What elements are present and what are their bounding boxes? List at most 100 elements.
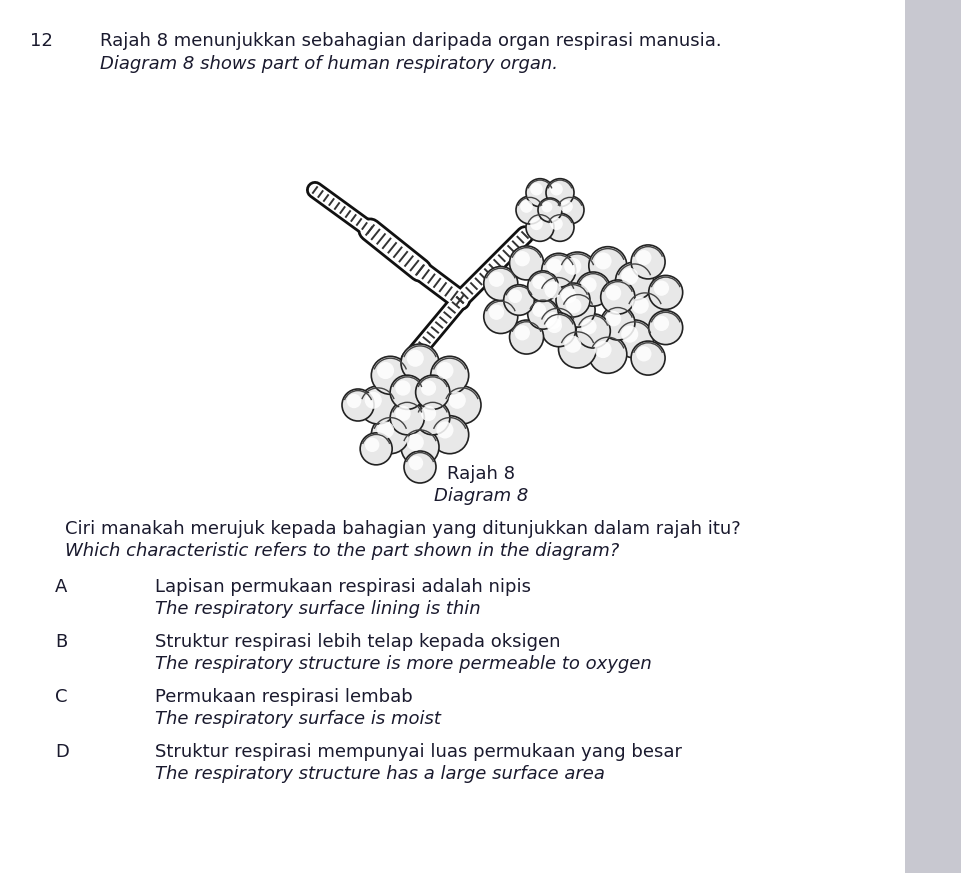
Circle shape	[653, 316, 669, 331]
Circle shape	[594, 341, 611, 358]
Circle shape	[559, 200, 572, 213]
Circle shape	[404, 451, 435, 483]
Circle shape	[541, 253, 575, 287]
Circle shape	[528, 271, 557, 301]
Circle shape	[546, 318, 561, 333]
Circle shape	[407, 350, 424, 367]
Circle shape	[635, 250, 651, 265]
Circle shape	[560, 293, 595, 327]
Circle shape	[401, 344, 438, 382]
Text: D: D	[55, 743, 69, 761]
Circle shape	[407, 434, 424, 450]
Circle shape	[377, 422, 394, 438]
Bar	[904, 0, 961, 873]
Circle shape	[546, 258, 561, 274]
Circle shape	[509, 246, 543, 280]
Text: Struktur respirasi lebih telap kepada oksigen: Struktur respirasi lebih telap kepada ok…	[155, 633, 560, 651]
Circle shape	[415, 375, 450, 409]
Text: The respiratory structure is more permeable to oxygen: The respiratory structure is more permea…	[155, 655, 651, 673]
Circle shape	[483, 299, 517, 333]
Circle shape	[653, 280, 669, 296]
Text: The respiratory surface lining is thin: The respiratory surface lining is thin	[155, 600, 480, 618]
Text: B: B	[55, 633, 67, 651]
Circle shape	[635, 347, 651, 361]
Circle shape	[364, 392, 382, 409]
Circle shape	[558, 330, 596, 368]
Circle shape	[580, 277, 596, 292]
Circle shape	[615, 262, 653, 300]
Circle shape	[531, 276, 546, 289]
Circle shape	[520, 200, 532, 213]
Circle shape	[526, 179, 554, 207]
Circle shape	[546, 179, 574, 207]
Circle shape	[358, 386, 397, 424]
Circle shape	[377, 362, 394, 379]
Circle shape	[544, 312, 561, 329]
Circle shape	[442, 386, 480, 424]
Circle shape	[600, 306, 634, 340]
Circle shape	[600, 280, 634, 314]
Text: The respiratory surface is moist: The respiratory surface is moist	[155, 710, 440, 728]
Circle shape	[630, 341, 664, 375]
Circle shape	[631, 297, 648, 313]
Circle shape	[615, 320, 653, 358]
Circle shape	[488, 305, 504, 320]
Circle shape	[530, 217, 542, 230]
Circle shape	[488, 272, 504, 287]
Circle shape	[401, 428, 438, 466]
Circle shape	[541, 313, 575, 347]
Circle shape	[436, 422, 453, 438]
Circle shape	[530, 182, 542, 196]
Circle shape	[544, 281, 561, 299]
Circle shape	[514, 251, 530, 266]
Circle shape	[538, 276, 576, 313]
Circle shape	[541, 202, 552, 212]
Circle shape	[555, 283, 589, 317]
Text: Struktur respirasi mempunyai luas permukaan yang besar: Struktur respirasi mempunyai luas permuk…	[155, 743, 681, 761]
Circle shape	[576, 272, 609, 306]
Text: Permukaan respirasi lembab: Permukaan respirasi lembab	[155, 688, 412, 706]
Circle shape	[507, 289, 522, 303]
Circle shape	[546, 213, 574, 241]
Circle shape	[648, 311, 682, 345]
Circle shape	[395, 406, 410, 421]
Circle shape	[528, 299, 557, 329]
Text: Lapisan permukaan respirasi adalah nipis: Lapisan permukaan respirasi adalah nipis	[155, 578, 530, 596]
Circle shape	[588, 247, 627, 285]
Circle shape	[395, 381, 410, 395]
Circle shape	[537, 198, 561, 222]
Circle shape	[538, 306, 576, 344]
Text: 12: 12	[30, 32, 53, 50]
Circle shape	[371, 356, 408, 395]
Circle shape	[420, 381, 435, 395]
Circle shape	[504, 285, 533, 315]
Circle shape	[515, 196, 543, 224]
Text: C: C	[55, 688, 67, 706]
Circle shape	[630, 245, 664, 278]
Circle shape	[580, 319, 596, 334]
Circle shape	[431, 416, 468, 454]
Text: Diagram 8: Diagram 8	[433, 487, 528, 505]
Circle shape	[550, 182, 562, 196]
Text: Ciri manakah merujuk kepada bahagian yang ditunjukkan dalam rajah itu?: Ciri manakah merujuk kepada bahagian yan…	[65, 520, 740, 538]
Circle shape	[588, 335, 627, 374]
Circle shape	[555, 196, 583, 224]
Circle shape	[621, 326, 637, 343]
Text: Which characteristic refers to the part shown in the diagram?: Which characteristic refers to the part …	[65, 542, 619, 560]
Circle shape	[550, 217, 562, 230]
Circle shape	[648, 275, 682, 309]
Circle shape	[560, 288, 576, 304]
Circle shape	[621, 268, 637, 285]
Circle shape	[390, 375, 424, 409]
Circle shape	[509, 320, 543, 354]
Circle shape	[420, 406, 435, 421]
Circle shape	[342, 389, 374, 421]
Circle shape	[626, 291, 663, 329]
Circle shape	[415, 401, 450, 435]
Circle shape	[605, 311, 621, 327]
Circle shape	[448, 392, 465, 409]
Text: Rajah 8: Rajah 8	[447, 465, 514, 483]
Circle shape	[371, 416, 408, 454]
Circle shape	[531, 303, 546, 317]
Circle shape	[605, 285, 621, 300]
